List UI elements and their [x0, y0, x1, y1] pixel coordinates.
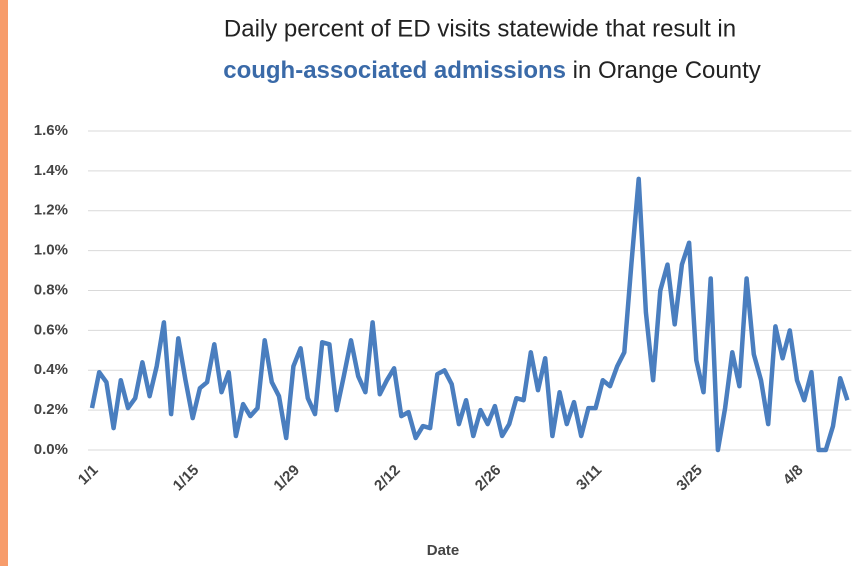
y-tick-label: 1.0%: [34, 242, 68, 259]
y-tick-label: 0.0%: [34, 441, 68, 458]
y-tick-label: 0.8%: [34, 281, 68, 298]
y-tick-label: 1.6%: [34, 122, 68, 139]
y-tick-label: 1.4%: [34, 162, 68, 179]
y-tick-label: 0.2%: [34, 401, 68, 418]
title-suffix: in Orange County: [573, 57, 761, 84]
data-line: [89, 176, 850, 453]
y-tick-label: 0.6%: [34, 321, 68, 338]
y-tick-label: 0.4%: [34, 361, 68, 378]
title-highlight: cough-associated admissions: [223, 57, 566, 84]
side-accent: [0, 0, 8, 566]
y-tick-label: 1.2%: [34, 202, 68, 219]
x-axis-label: Date: [427, 542, 460, 559]
chart-title-line2: cough-associated admissions in Orange Co…: [223, 57, 761, 84]
chart-title: Daily percent of ED visits statewide tha…: [224, 15, 736, 42]
